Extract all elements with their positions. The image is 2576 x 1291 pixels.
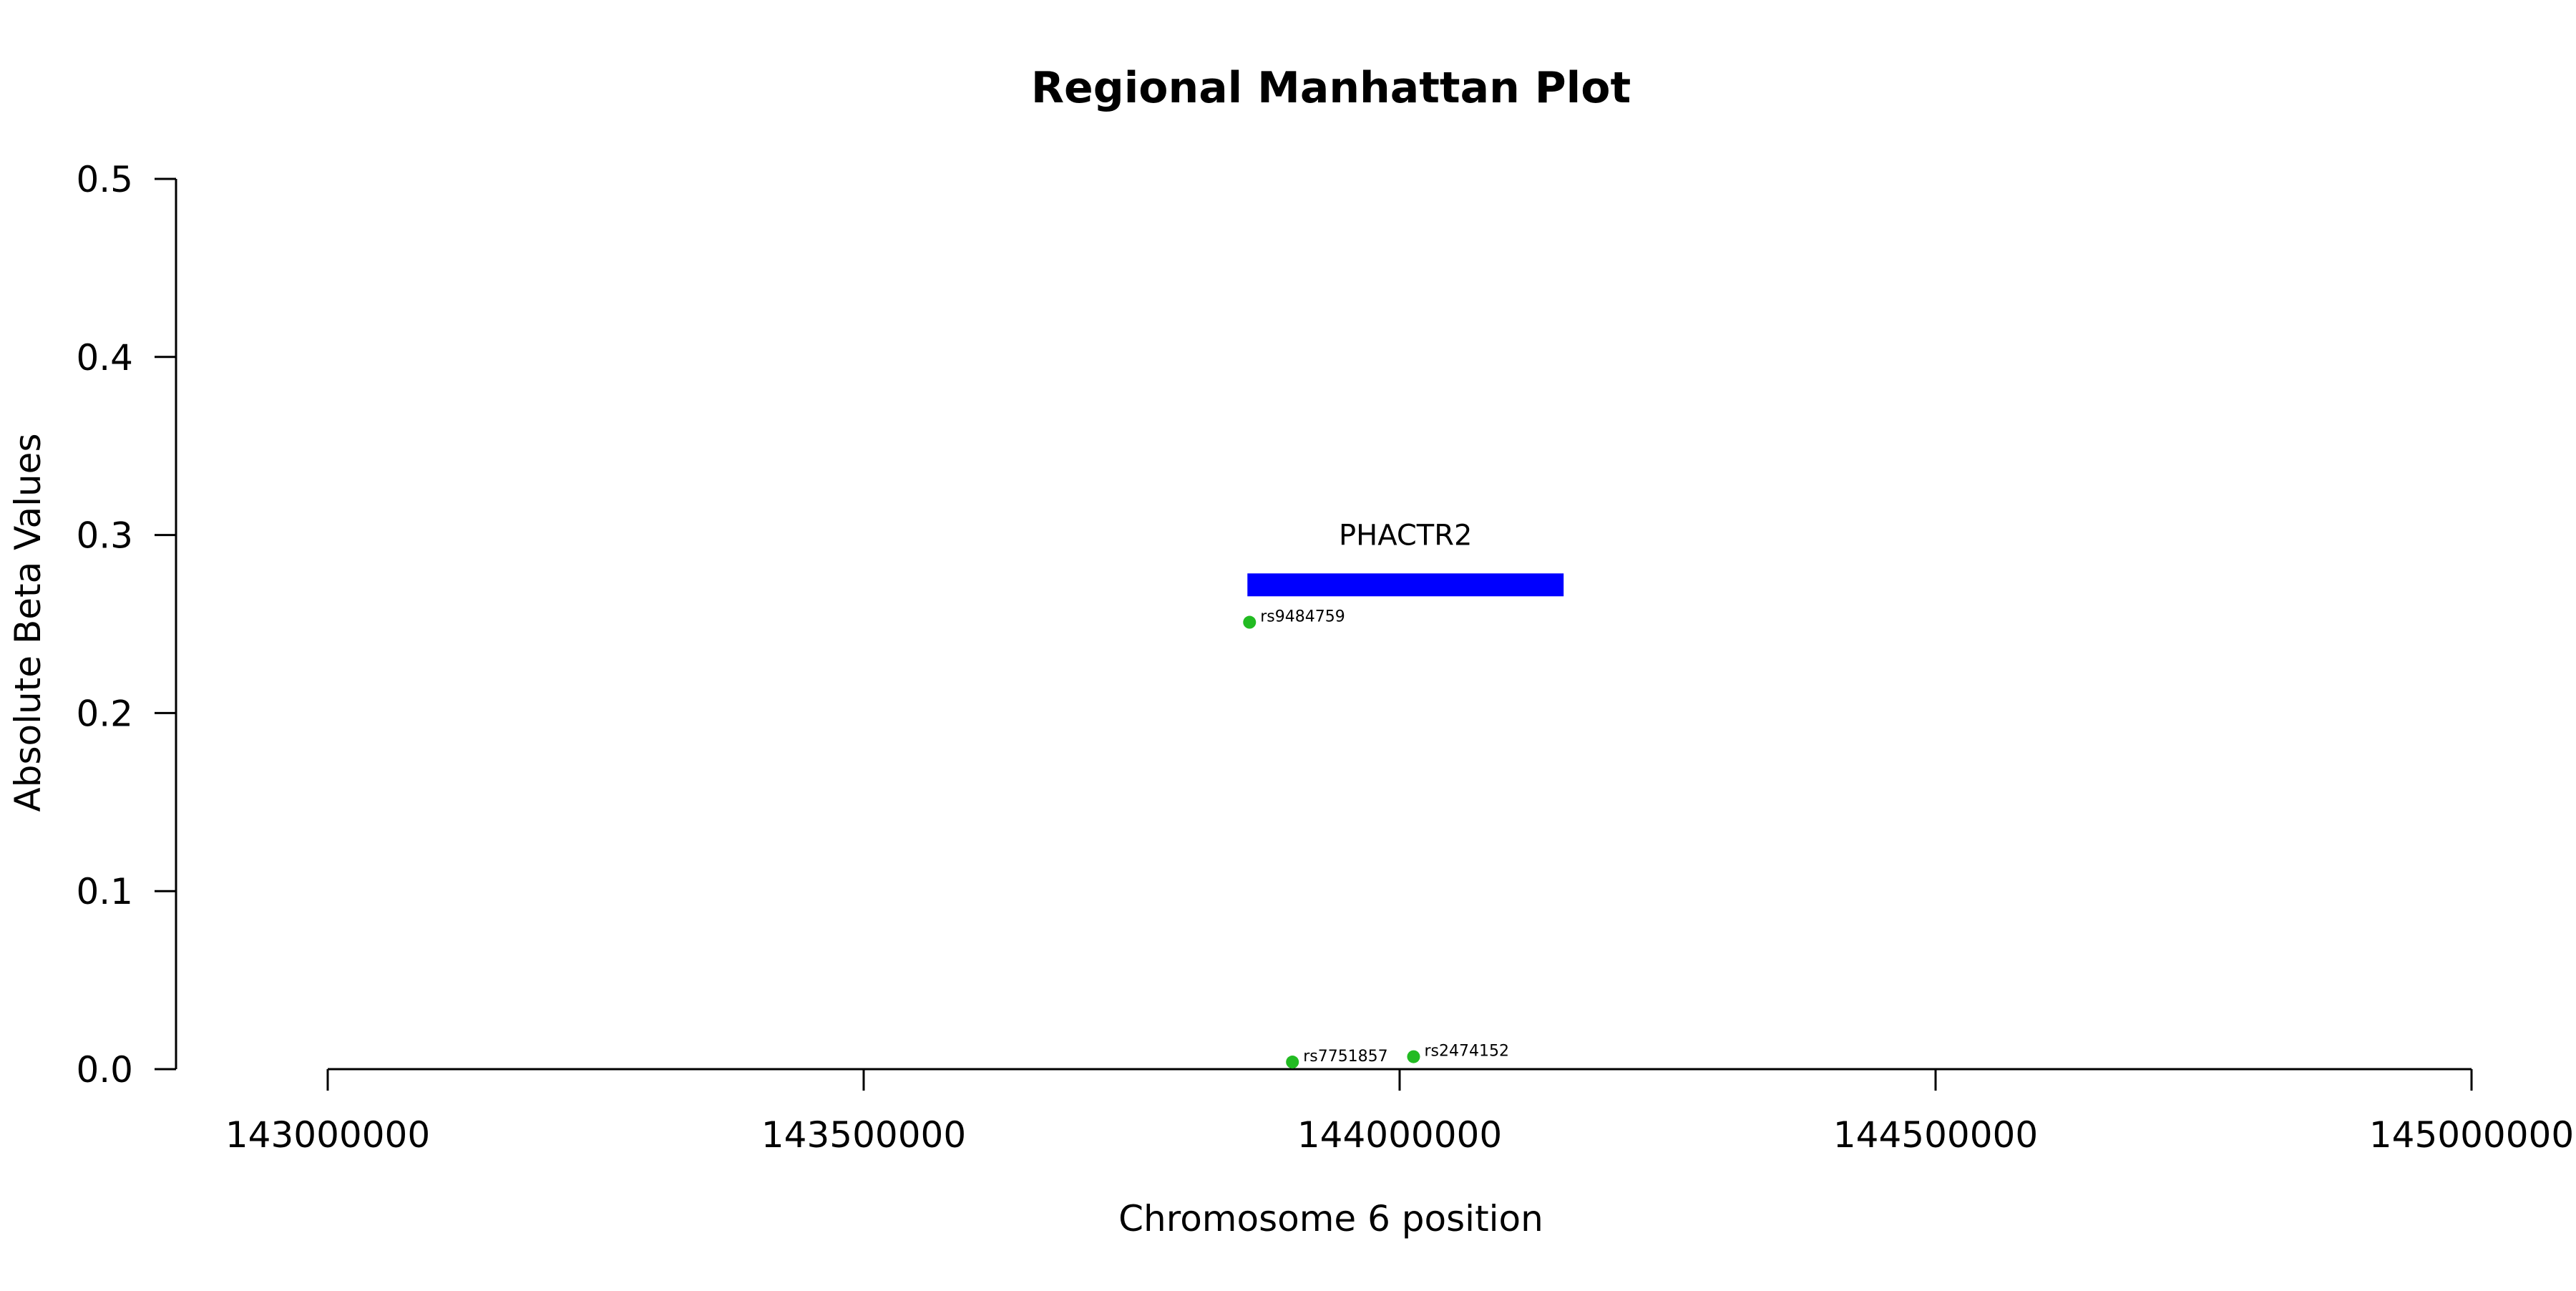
y-tick-label: 0.0 (76, 1049, 133, 1091)
snp-label: rs2474152 (1424, 1043, 1509, 1061)
snp-label: rs9484759 (1260, 608, 1345, 626)
y-tick-label: 0.4 (76, 337, 133, 379)
chart-title: Regional Manhattan Plot (1031, 63, 1631, 113)
y-tick-label: 0.3 (76, 515, 133, 557)
gene-bar (1247, 573, 1564, 597)
x-axis-label: Chromosome 6 position (1118, 1198, 1543, 1239)
y-tick-label: 0.1 (76, 871, 133, 912)
genes-layer: PHACTR2 (1247, 519, 1564, 597)
y-tick-label: 0.2 (76, 693, 133, 734)
x-tick-label: 143500000 (761, 1114, 966, 1156)
y-axis: 0.0 0.1 0.2 0.3 0.4 0.5 (76, 159, 177, 1091)
snp-point (1407, 1050, 1420, 1063)
x-tick-label: 144500000 (1833, 1114, 2038, 1156)
x-tick-label: 145000000 (2369, 1114, 2574, 1156)
snp-label: rs7751857 (1303, 1048, 1388, 1066)
snp-point (1243, 615, 1257, 629)
x-tick-label: 143000000 (225, 1114, 430, 1156)
snp-point (1286, 1056, 1299, 1069)
y-tick-label: 0.5 (76, 159, 133, 200)
points-layer: rs9484759 rs7751857 rs2474152 (1243, 608, 1509, 1069)
gene-label: PHACTR2 (1339, 519, 1472, 552)
x-axis: 143000000 143500000 144000000 144500000 1450… (225, 1068, 2574, 1156)
x-tick-label: 144000000 (1297, 1114, 1502, 1156)
y-axis-label: Absolute Beta Values (7, 434, 49, 812)
